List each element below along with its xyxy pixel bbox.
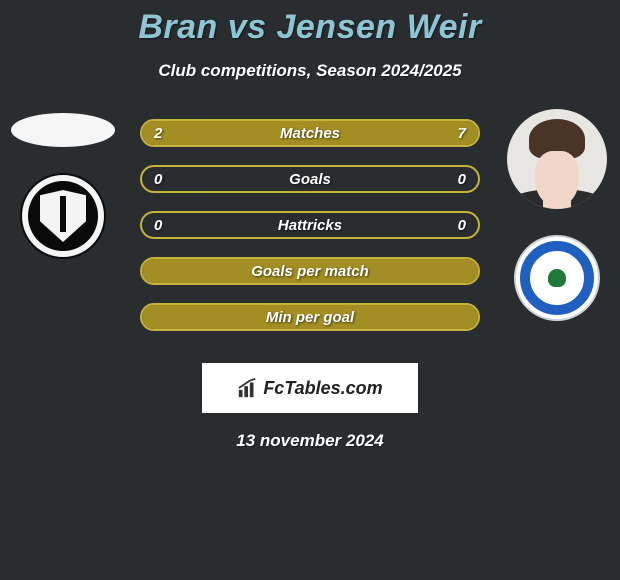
chart-icon — [237, 377, 259, 399]
left-club-badge — [20, 173, 106, 259]
stat-label: Hattricks — [142, 217, 478, 234]
stats-area: 27Matches 00Goals 00Hattricks Goals per mat… — [0, 109, 620, 359]
left-player-photo — [11, 113, 115, 147]
left-player-column — [8, 109, 118, 259]
comparison-title: Bran vs Jensen Weir — [0, 8, 620, 47]
right-player-photo — [507, 109, 607, 209]
tree-icon — [548, 269, 566, 287]
stat-bar: 00Goals — [140, 165, 480, 193]
stat-bar: Goals per match — [140, 257, 480, 285]
stat-bars: 27Matches 00Goals 00Hattricks Goals per mat… — [140, 119, 480, 349]
stat-label: Min per goal — [142, 309, 478, 326]
stat-bar: Min per goal — [140, 303, 480, 331]
right-player-column — [502, 109, 612, 321]
stat-bar: 27Matches — [140, 119, 480, 147]
source-logo: FcTables.com — [202, 363, 418, 413]
stat-label: Matches — [142, 125, 478, 142]
stat-label: Goals per match — [142, 263, 478, 280]
comparison-date: 13 november 2024 — [0, 431, 620, 451]
source-logo-text: FcTables.com — [263, 378, 382, 399]
right-club-badge — [514, 235, 600, 321]
stat-label: Goals — [142, 171, 478, 188]
stat-bar: 00Hattricks — [140, 211, 480, 239]
shield-icon — [40, 190, 86, 242]
comparison-subtitle: Club competitions, Season 2024/2025 — [0, 61, 620, 81]
